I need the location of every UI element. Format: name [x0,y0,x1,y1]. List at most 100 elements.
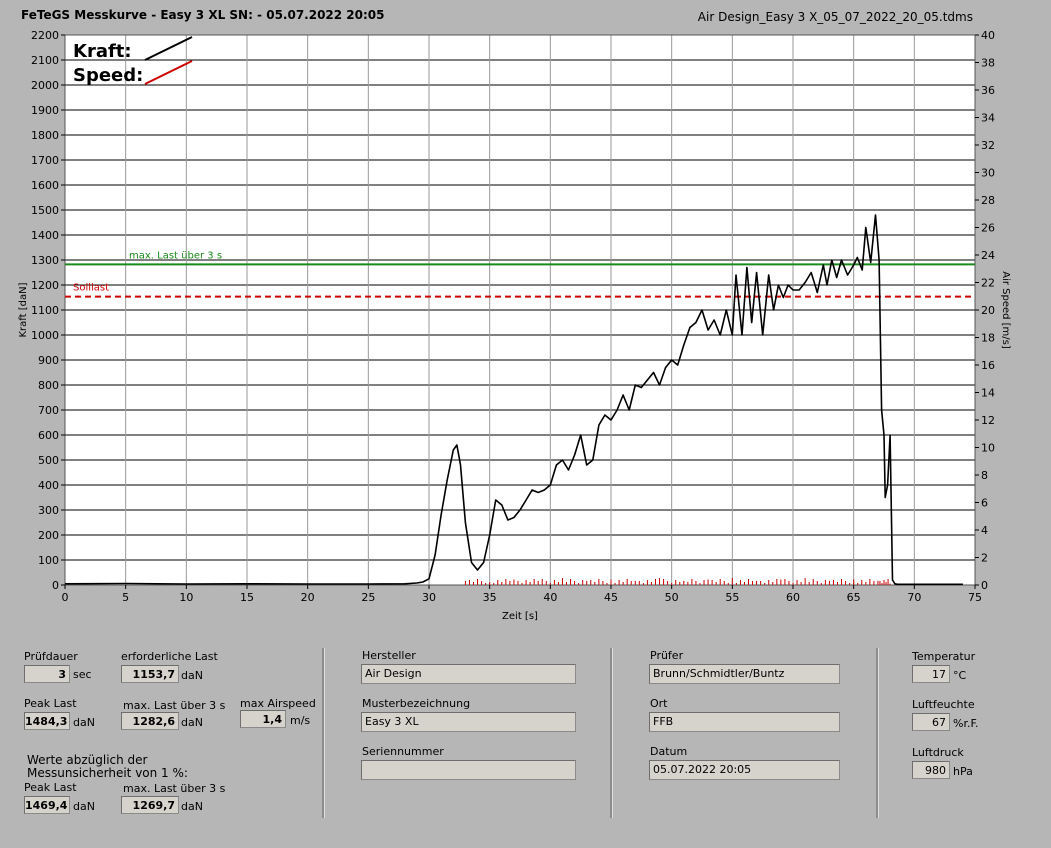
y2-tick-label: 16 [981,359,995,372]
luftdruck-unit: hPa [953,765,973,778]
y-tick-label: 2100 [31,54,59,67]
temperatur-field: 17 [912,665,950,683]
ort-field: FFB [649,712,840,732]
max-last-korr-field: 1269,7 [121,796,179,814]
y2-tick-label: 10 [981,442,995,455]
x-tick-label: 65 [847,591,861,604]
x-tick-label: 60 [786,591,800,604]
x-tick-label: 10 [179,591,193,604]
datum-field: 05.07.2022 20:05 [649,760,840,780]
y2-tick-label: 36 [981,84,995,97]
y-tick-label: 800 [38,379,59,392]
y2-tick-label: 2 [981,552,988,565]
reference-line-label: max. Last über 3 s [129,250,222,261]
luftfeuchte-label: Luftfeuchte [912,698,975,711]
x-tick-label: 5 [122,591,129,604]
y-tick-label: 1500 [31,204,59,217]
max-last-korr-unit: daN [181,800,203,813]
pruefer-field: Brunn/Schmidtler/Buntz [649,664,840,684]
y-tick-label: 1800 [31,129,59,142]
chart: 0100200300400500600700800900100011001200… [18,29,1011,622]
peak-last-korr-field: 1469,4 [24,796,70,814]
y-tick-label: 500 [38,454,59,467]
legend-swatch-speed [144,60,193,85]
max-airspeed-unit: m/s [290,714,311,727]
pruefdauer-field: 3 [24,665,70,683]
y2-tick-label: 18 [981,332,995,345]
y-axis-label: Kraft [daN] [18,282,29,337]
peak-last-korr-unit: daN [73,800,95,813]
y-tick-label: 200 [38,529,59,542]
y-tick-label: 1100 [31,304,59,317]
x-tick-label: 30 [422,591,436,604]
y2-tick-label: 26 [981,222,995,235]
ort-label: Ort [650,697,668,710]
max-last-korr-label: max. Last über 3 s [123,782,226,795]
peak-last-korr-label: Peak Last [24,781,77,794]
y2-tick-label: 40 [981,29,995,42]
luftfeuchte-unit: %r.F. [953,717,979,730]
legend-swatch-kraft [144,36,193,61]
y2-tick-label: 4 [981,524,988,537]
y2-tick-label: 0 [981,579,988,592]
y2-tick-label: 14 [981,387,995,400]
y-tick-label: 300 [38,504,59,517]
series-group [64,214,963,586]
temperatur-label: Temperatur [912,650,976,663]
max-airspeed-field: 1,4 [240,710,286,728]
y2-tick-label: 24 [981,249,995,262]
x-axis: 0 5 10 15 20 25 30 35 40 45 50 55 60 65 70 75 [62,585,982,604]
pruefdauer-label: Prüfdauer [24,650,78,663]
musterbezeichnung-field: Easy 3 XL [361,712,576,732]
grid [64,34,976,586]
y-tick-label: 700 [38,404,59,417]
y-tick-label: 1300 [31,254,59,267]
x-tick-label: 50 [665,591,679,604]
y2-tick-label: 30 [981,167,995,180]
x-tick-label: 75 [968,591,982,604]
x-tick-label: 20 [301,591,315,604]
datum-label: Datum [650,745,688,758]
y-tick-label: 1700 [31,154,59,167]
erforderliche-last-field: 1153,7 [121,665,179,683]
y2-tick-label: 6 [981,497,988,510]
y2-tick-label: 12 [981,414,995,427]
pruefer-label: Prüfer [650,649,684,662]
max-last-field: 1282,6 [121,712,179,730]
y2-tick-label: 32 [981,139,995,152]
messunsicherheit-note: Werte abzüglich der Messunsicherheit von… [27,753,188,780]
y-tick-label: 600 [38,429,59,442]
y2-tick-label: 28 [981,194,995,207]
page-title: FeTeGS Messkurve - Easy 3 XL SN: - 05.07… [21,8,385,22]
x-tick-label: 45 [604,591,618,604]
x-tick-label: 40 [543,591,557,604]
separator [876,648,879,818]
musterbezeichnung-label: Musterbezeichnung [362,697,471,710]
x-tick-label: 55 [725,591,739,604]
pruefdauer-unit: sec [73,668,92,681]
x-tick-label: 15 [240,591,254,604]
series-kraft-line [64,214,963,586]
x-tick-label: 35 [483,591,497,604]
luftdruck-label: Luftdruck [912,746,964,759]
legend-label-speed: Speed: [73,65,143,86]
y2-tick-label: 38 [981,57,995,70]
y-tick-label: 0 [52,579,59,592]
y2-tick-label: 8 [981,469,988,482]
seriennummer-label: Seriennummer [362,745,444,758]
y-tick-label: 100 [38,554,59,567]
y-tick-label: 900 [38,354,59,367]
y-tick-label: 400 [38,479,59,492]
erforderliche-last-label: erforderliche Last [121,650,218,663]
x-axis-label: Zeit [s] [502,611,538,622]
y-axis: 0 100 200 300 400 500 600 700 800 900 1000 1100 1200… [31,29,65,592]
hersteller-field: Air Design [361,664,576,684]
peak-last-field: 1484,3 [24,712,70,730]
y2-tick-label: 34 [981,112,995,125]
luftdruck-field: 980 [912,761,950,779]
y-tick-label: 1400 [31,229,59,242]
erforderliche-last-unit: daN [181,669,203,682]
luftfeuchte-field: 67 [912,713,950,731]
peak-last-unit: daN [73,716,95,729]
